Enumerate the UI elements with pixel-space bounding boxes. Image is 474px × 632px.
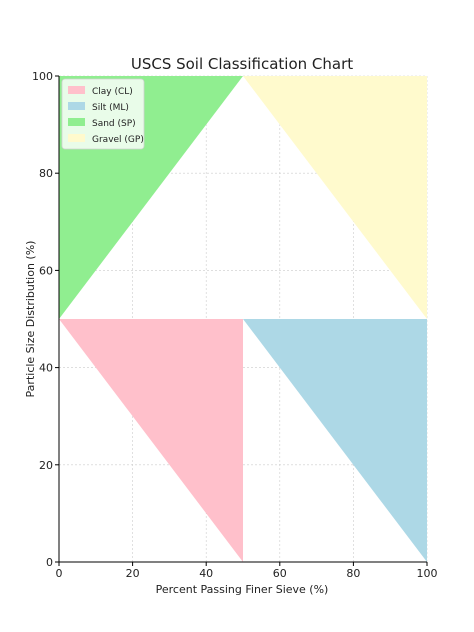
legend-label: Gravel (GP) [92,135,144,145]
y-tick-label: 0 [46,556,53,569]
legend-label: Sand (SP) [92,119,136,129]
legend-label: Silt (ML) [92,103,129,113]
legend-swatch [68,118,85,126]
x-tick-label: 20 [126,567,140,580]
x-tick-label: 60 [273,567,287,580]
legend-frame [61,78,145,150]
legend-swatch [68,134,85,142]
y-tick-label: 40 [39,362,53,375]
y-tick-label: 20 [39,459,53,472]
region-silt-ml [243,319,427,562]
x-tick-label: 40 [199,567,213,580]
y-tick-label: 60 [39,264,53,277]
legend-label: Clay (CL) [92,87,133,97]
legend-swatch [68,86,85,94]
y-tick-label: 100 [32,70,53,83]
x-tick-label: 0 [56,567,63,580]
y-axis-label: Particle Size Distribution (%) [24,241,37,398]
legend: Clay (CL) Silt (ML) Sand (SP) Gravel (GP) [61,78,145,150]
y-tick-label: 80 [39,167,53,180]
x-tick-label: 80 [346,567,360,580]
x-axis-label: Percent Passing Finer Sieve (%) [156,583,329,596]
legend-swatch [68,102,85,110]
region-gravel-gp [243,76,427,319]
chart-title: USCS Soil Classification Chart [131,55,353,73]
region-clay-cl [59,319,243,562]
x-tick-label: 100 [417,567,438,580]
axes: 0 20 40 60 80 100 0 20 40 60 80 100 [32,70,438,580]
